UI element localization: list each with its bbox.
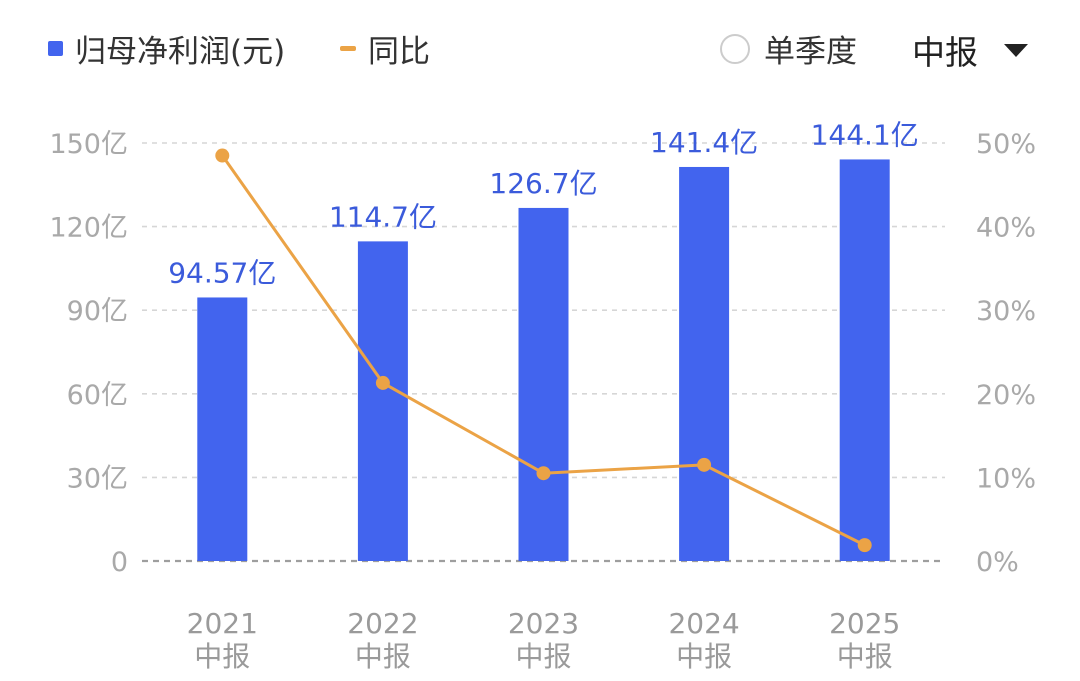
bar-data-label: 94.57亿 (168, 256, 276, 289)
y-left-tick-label: 60亿 (67, 380, 128, 411)
x-category-label-line: 2022 (347, 607, 418, 640)
bar-net-profit (518, 207, 569, 562)
period-dropdown-label: 中报 (912, 33, 978, 72)
yoy-point (536, 466, 551, 481)
x-category-label-line: 中报 (194, 640, 250, 673)
radio-circle-icon[interactable] (720, 33, 750, 64)
y-right-tick-label: 30% (976, 296, 1036, 327)
y-right-tick-label: 40% (976, 213, 1036, 244)
y-right-tick-label: 0% (976, 547, 1019, 578)
single-quarter-toggle[interactable]: 单季度 (720, 26, 857, 71)
legend-item-yoy[interactable]: 同比 (340, 26, 430, 71)
bar-data-label: 126.7亿 (489, 167, 597, 200)
x-category-label-line: 2021 (187, 607, 258, 640)
y-right-tick-label: 20% (976, 380, 1036, 411)
x-category-label: 2022 中报 (347, 607, 418, 673)
bar-data-label: 114.7亿 (329, 200, 437, 233)
legend-line-label: 同比 (368, 34, 430, 70)
x-category-label-line: 中报 (676, 640, 732, 673)
bar-net-profit (357, 241, 408, 562)
bar-net-profit (197, 297, 248, 561)
x-category-label: 2023 中报 (508, 607, 579, 673)
x-category-label-line: 中报 (515, 640, 571, 673)
bar-net-profit (679, 166, 730, 561)
single-quarter-label: 单季度 (764, 34, 857, 70)
x-category-label: 2021 中报 (187, 607, 258, 673)
caret-down-icon[interactable] (1004, 43, 1028, 57)
y-left-tick-label: 30亿 (67, 463, 128, 494)
legend-bar-label: 归母净利润(元) (75, 34, 286, 70)
chart-legend: 归母净利润(元) 同比 (0, 0, 1080, 100)
y-left-tick-label: 90亿 (67, 296, 128, 327)
period-dropdown[interactable]: 中报 (912, 26, 1028, 74)
x-category-label-line: 2025 (829, 607, 900, 640)
x-category-label-line: 中报 (837, 640, 893, 673)
yoy-point (215, 148, 230, 163)
yoy-point (857, 538, 872, 553)
x-category-label: 2025 中报 (829, 607, 900, 673)
bar-data-label: 141.4亿 (650, 126, 758, 159)
x-category-label-line: 2023 (508, 607, 579, 640)
legend-bar-swatch (48, 41, 63, 56)
bar-data-label: 144.1亿 (811, 118, 919, 151)
x-category-label: 2024 中报 (668, 607, 739, 673)
y-right-tick-label: 50% (976, 129, 1036, 160)
yoy-point (375, 375, 390, 390)
legend-line-swatch (340, 46, 356, 51)
legend-item-net-profit[interactable]: 归母净利润(元) (48, 26, 285, 71)
x-category-label-line: 2024 (668, 607, 739, 640)
y-left-tick-label: 0 (111, 547, 128, 578)
yoy-point (697, 457, 712, 472)
bar-net-profit (839, 159, 890, 561)
y-left-tick-label: 150亿 (49, 129, 128, 160)
x-category-label-line: 中报 (355, 640, 411, 673)
y-left-tick-label: 120亿 (49, 213, 128, 244)
y-right-tick-label: 10% (976, 463, 1036, 494)
